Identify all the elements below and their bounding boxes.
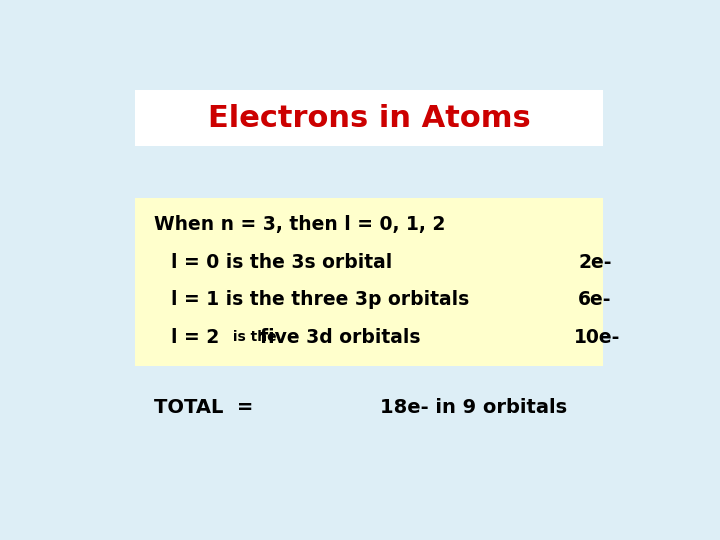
Text: 2e-: 2e- bbox=[578, 253, 612, 272]
Text: 18e- in 9 orbitals: 18e- in 9 orbitals bbox=[380, 399, 567, 417]
Text: When n = 3, then l = 0, 1, 2: When n = 3, then l = 0, 1, 2 bbox=[154, 215, 446, 234]
Text: l = 2: l = 2 bbox=[171, 328, 219, 347]
Text: Electrons in Atoms: Electrons in Atoms bbox=[207, 104, 531, 132]
Text: five 3d orbitals: five 3d orbitals bbox=[260, 328, 420, 347]
Text: is the: is the bbox=[228, 330, 277, 344]
Text: 10e-: 10e- bbox=[575, 328, 621, 347]
Text: l = 0 is the 3s orbital: l = 0 is the 3s orbital bbox=[171, 253, 392, 272]
Text: l = 1 is the three 3p orbitals: l = 1 is the three 3p orbitals bbox=[171, 290, 469, 309]
Text: TOTAL  =: TOTAL = bbox=[154, 399, 253, 417]
FancyBboxPatch shape bbox=[135, 90, 603, 146]
FancyBboxPatch shape bbox=[135, 198, 603, 366]
Text: 6e-: 6e- bbox=[578, 290, 612, 309]
